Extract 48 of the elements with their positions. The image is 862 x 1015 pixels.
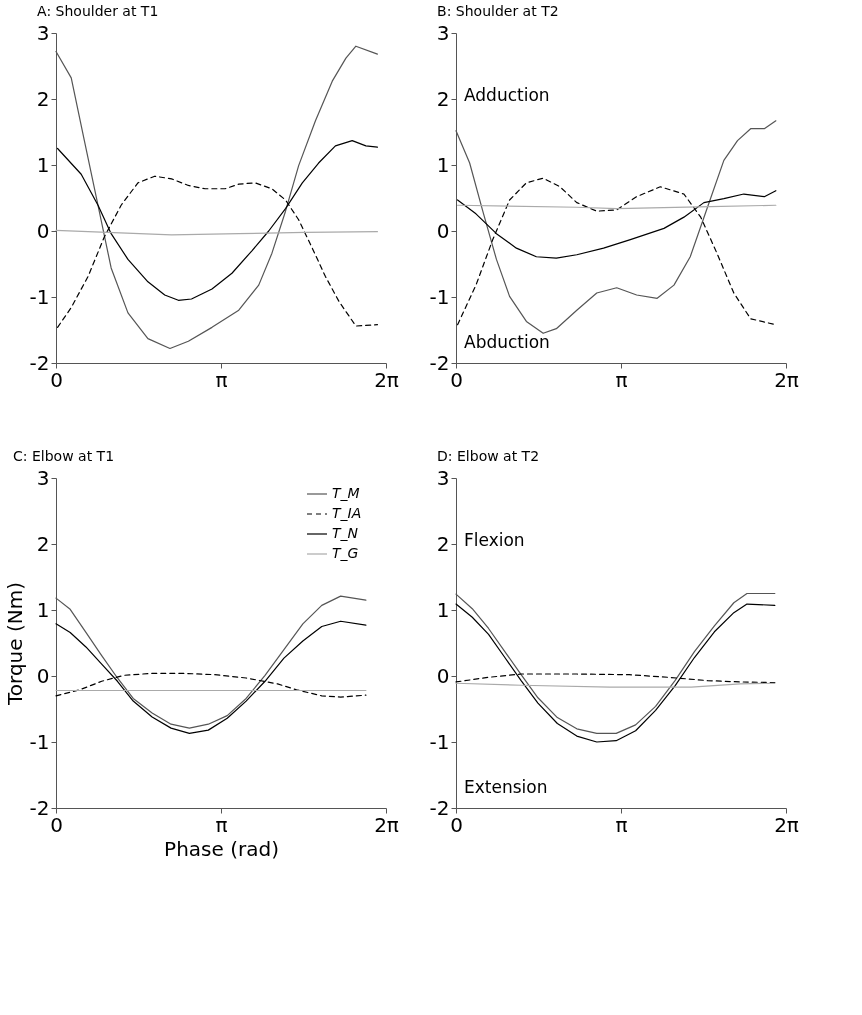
legend-label: T_G xyxy=(332,545,359,561)
y-tick-label: 3 xyxy=(436,465,450,490)
y-tick-label: 3 xyxy=(36,20,50,45)
y-tick-label: 2 xyxy=(36,531,50,556)
y-tick-label: 1 xyxy=(36,152,50,177)
y-tick-label: 0 xyxy=(436,663,450,688)
y-tick-label: 2 xyxy=(436,531,450,556)
y-tick-label: -1 xyxy=(29,284,50,309)
x-tick-label: π xyxy=(215,367,228,392)
line-series xyxy=(55,620,367,735)
line-series xyxy=(456,177,777,326)
y-tick-label: -1 xyxy=(429,729,450,754)
annotation: Adduction xyxy=(464,84,550,105)
y-tick-label: 2 xyxy=(436,86,450,111)
x-tick-label: 2π xyxy=(774,812,799,837)
x-tick-label: π xyxy=(615,812,628,837)
chart-title: C: Elbow at T1 xyxy=(13,448,115,464)
y-tick-label: -2 xyxy=(429,350,450,375)
y-tick-label: 1 xyxy=(36,597,50,622)
y-tick-label: -1 xyxy=(29,729,50,754)
x-tick-label: π xyxy=(615,367,628,392)
annotation: Flexion xyxy=(464,529,525,550)
chart-title: B: Shoulder at T2 xyxy=(437,3,559,19)
legend-label: T_M xyxy=(332,485,360,501)
y-tick-label: -1 xyxy=(429,284,450,309)
x-tick-label: 2π xyxy=(774,367,799,392)
x-tick-label: 2π xyxy=(374,367,399,392)
y-tick-label: -2 xyxy=(429,795,450,820)
chart-title: D: Elbow at T2 xyxy=(437,448,540,464)
y-axis-title: Torque (Nm) xyxy=(2,581,27,707)
y-tick-label: 0 xyxy=(436,218,450,243)
y-tick-label: 0 xyxy=(36,663,50,688)
x-tick-label: 2π xyxy=(374,812,399,837)
y-tick-label: 0 xyxy=(36,218,50,243)
y-tick-label: 1 xyxy=(436,152,450,177)
chart-title: A: Shoulder at T1 xyxy=(37,3,159,19)
x-tick-label: π xyxy=(215,812,228,837)
legend-label: T_IA xyxy=(332,505,362,521)
y-tick-label: 2 xyxy=(36,86,50,111)
y-tick-label: 3 xyxy=(36,465,50,490)
legend-label: T_N xyxy=(332,525,359,541)
x-axis-title: Phase (rad) xyxy=(164,836,279,861)
y-tick-label: -2 xyxy=(29,350,50,375)
annotation: Abduction xyxy=(464,332,550,353)
y-tick-label: 3 xyxy=(436,20,450,45)
y-tick-label: 1 xyxy=(436,597,450,622)
y-tick-label: -2 xyxy=(29,795,50,820)
annotation: Extension xyxy=(464,777,548,798)
